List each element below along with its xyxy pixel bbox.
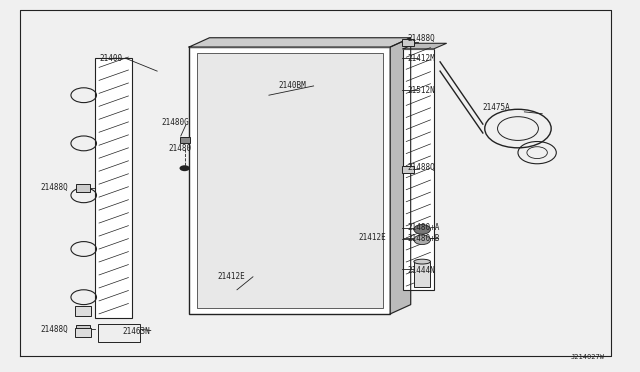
Circle shape (414, 235, 431, 244)
Circle shape (179, 165, 189, 171)
Text: 21400: 21400 (100, 54, 123, 62)
Bar (179, 137, 189, 143)
Text: 21412E: 21412E (218, 272, 246, 281)
Text: 21412M: 21412M (408, 54, 435, 62)
Bar (414, 262, 431, 287)
Bar (189, 47, 390, 314)
Text: 21488Q: 21488Q (408, 34, 435, 43)
Bar (75, 307, 91, 316)
Bar (75, 328, 91, 337)
Text: 21475A: 21475A (483, 103, 511, 112)
Text: 21488Q: 21488Q (408, 163, 435, 172)
Polygon shape (390, 38, 411, 314)
Bar (95, 58, 132, 318)
Text: 21444N: 21444N (408, 266, 435, 275)
Bar (76, 325, 90, 333)
Text: 21480+A: 21480+A (408, 223, 440, 232)
Text: 21480: 21480 (168, 144, 191, 153)
Polygon shape (403, 43, 447, 49)
Bar (99, 324, 140, 341)
Bar (403, 39, 414, 46)
Bar (76, 184, 90, 192)
Text: 21480+B: 21480+B (408, 234, 440, 243)
Text: 21463N: 21463N (122, 327, 150, 336)
Circle shape (414, 225, 431, 234)
Polygon shape (189, 38, 411, 47)
Text: 21512N: 21512N (408, 86, 435, 95)
Ellipse shape (414, 259, 431, 264)
Text: 21488Q: 21488Q (40, 183, 68, 192)
Bar (403, 166, 414, 173)
Text: 2140BM: 2140BM (278, 81, 307, 90)
Text: J214027W: J214027W (570, 354, 604, 360)
Text: 21480G: 21480G (162, 118, 189, 127)
Bar (196, 52, 383, 308)
Text: 21488Q: 21488Q (40, 325, 68, 334)
Text: 21412E: 21412E (358, 232, 386, 242)
Bar (403, 49, 434, 290)
